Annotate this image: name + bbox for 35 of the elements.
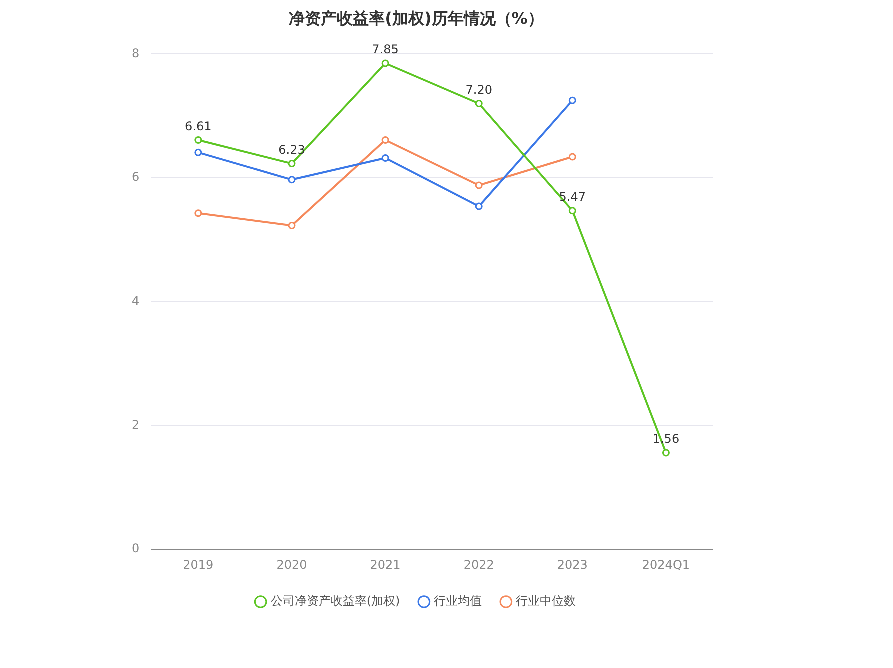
y-tick-label: 2 [132, 418, 140, 432]
x-tick-label: 2024Q1 [642, 558, 690, 572]
point [568, 153, 576, 161]
point [382, 154, 390, 162]
x-tick-label: 2023 [557, 558, 588, 572]
point [288, 176, 296, 184]
point [288, 160, 296, 168]
data-label: 7.20 [466, 82, 492, 97]
legend-label: 行业均值 [434, 594, 482, 608]
x-tick-label: 2019 [183, 558, 214, 572]
chart-title: 净资产收益率(加权)历年情况（%） [289, 8, 544, 28]
legend-label: 公司净资产收益率(加权) [270, 594, 400, 608]
data-label: 6.61 [185, 119, 212, 134]
point [568, 96, 576, 104]
legend-label: 行业中位数 [516, 594, 576, 608]
x-tick-label: 2022 [464, 558, 494, 572]
point [568, 207, 576, 215]
x-tick-label: 2021 [370, 558, 401, 572]
point [662, 449, 670, 457]
point [475, 202, 483, 210]
y-tick-label: 8 [132, 46, 140, 60]
point [475, 100, 483, 108]
point [288, 222, 296, 230]
point [382, 136, 390, 144]
point [382, 60, 390, 68]
y-tick-label: 0 [132, 542, 140, 556]
x-tick-label: 2020 [276, 558, 308, 572]
point [194, 136, 202, 144]
data-label: 7.85 [372, 42, 399, 57]
point [194, 148, 202, 156]
data-label: 6.23 [278, 142, 306, 157]
point [475, 182, 483, 190]
y-tick-label: 4 [132, 294, 140, 308]
y-tick-label: 6 [132, 170, 140, 184]
point [194, 210, 202, 218]
